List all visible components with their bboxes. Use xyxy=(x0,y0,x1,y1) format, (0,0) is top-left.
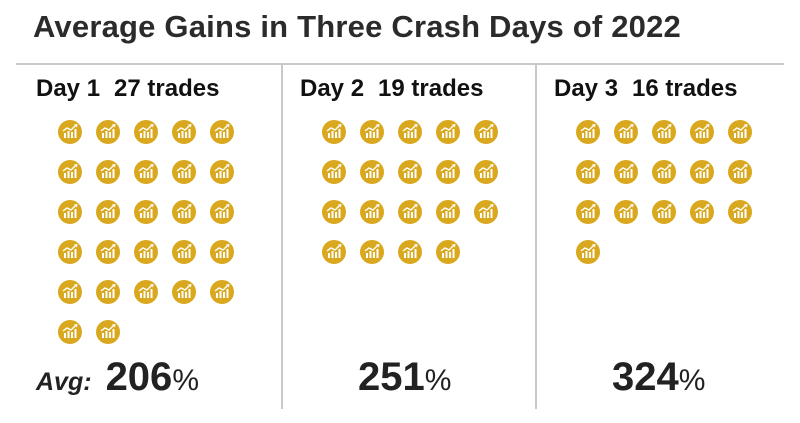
coin-chart-icon xyxy=(96,320,120,344)
avg-value: 206 xyxy=(105,355,173,399)
trades-count-label: 16 trades xyxy=(632,75,738,102)
trades-count-label: 19 trades xyxy=(378,75,484,102)
day-1-panel: Day 1 27 trades Avg: 206% xyxy=(36,63,276,409)
coin-chart-icon xyxy=(728,120,752,144)
coin-chart-icon xyxy=(652,160,676,184)
percent-sign: % xyxy=(424,364,452,397)
coin-chart-icon xyxy=(398,120,422,144)
coin-chart-icon xyxy=(96,280,120,304)
panel-divider-1 xyxy=(281,63,283,409)
coin-chart-icon xyxy=(210,160,234,184)
coin-chart-icon xyxy=(576,240,600,264)
coin-chart-icon xyxy=(322,240,346,264)
coin-chart-icon xyxy=(58,120,82,144)
coin-chart-icon xyxy=(436,120,460,144)
coin-chart-icon xyxy=(436,200,460,224)
coin-chart-icon xyxy=(58,160,82,184)
coin-chart-icon xyxy=(652,120,676,144)
day-label: Day 3 xyxy=(554,75,619,102)
coin-chart-icon xyxy=(728,200,752,224)
coin-chart-icon xyxy=(474,200,498,224)
day-label: Day 1 xyxy=(36,75,101,102)
coin-chart-icon xyxy=(690,200,714,224)
percent-sign: % xyxy=(172,364,199,397)
average-gain: 324% xyxy=(612,355,705,400)
coin-chart-icon xyxy=(96,240,120,264)
coin-chart-icon xyxy=(690,160,714,184)
avg-label: Avg: xyxy=(36,368,92,396)
coin-chart-icon xyxy=(210,200,234,224)
coin-chart-icon xyxy=(322,160,346,184)
coin-chart-icon xyxy=(690,120,714,144)
coin-chart-icon xyxy=(436,240,460,264)
coin-chart-icon xyxy=(474,120,498,144)
coin-chart-icon xyxy=(360,120,384,144)
coin-chart-icon xyxy=(134,120,158,144)
panel-header: Day 3 16 trades xyxy=(554,75,737,103)
coin-chart-icon xyxy=(172,120,196,144)
coin-chart-icon xyxy=(172,240,196,264)
average-gain: 251% xyxy=(358,355,451,400)
avg-value: 324 xyxy=(612,355,679,399)
coin-chart-icon xyxy=(322,120,346,144)
coin-chart-icon xyxy=(58,200,82,224)
coin-chart-icon xyxy=(360,200,384,224)
coin-chart-icon xyxy=(614,160,638,184)
coin-chart-icon xyxy=(614,200,638,224)
coin-chart-icon xyxy=(58,280,82,304)
coin-chart-icon xyxy=(360,240,384,264)
panel-header: Day 2 19 trades xyxy=(300,75,483,103)
coin-chart-icon xyxy=(728,160,752,184)
coin-chart-icon xyxy=(576,160,600,184)
coin-chart-icon xyxy=(398,240,422,264)
coin-chart-icon xyxy=(398,160,422,184)
coin-chart-icon xyxy=(360,160,384,184)
coin-chart-icon xyxy=(652,200,676,224)
trades-count-label: 27 trades xyxy=(114,75,220,102)
day-2-panel: Day 2 19 trades 251% xyxy=(300,63,530,409)
coin-chart-icon xyxy=(96,200,120,224)
coin-chart-icon xyxy=(614,120,638,144)
coin-chart-icon xyxy=(134,160,158,184)
coin-chart-icon xyxy=(134,240,158,264)
coin-chart-icon xyxy=(172,280,196,304)
header-rule xyxy=(16,63,784,65)
coin-chart-icon xyxy=(172,200,196,224)
coin-chart-icon xyxy=(398,200,422,224)
panel-divider-2 xyxy=(535,63,537,409)
day-3-panel: Day 3 16 trades 324% xyxy=(554,63,784,409)
avg-value: 251 xyxy=(358,355,425,399)
coin-chart-icon xyxy=(210,240,234,264)
average-gain: Avg: 206% xyxy=(36,355,199,400)
coin-chart-icon xyxy=(96,120,120,144)
panel-header: Day 1 27 trades xyxy=(36,75,219,103)
coin-chart-icon xyxy=(58,320,82,344)
day-label: Day 2 xyxy=(300,75,365,102)
coin-chart-icon xyxy=(576,200,600,224)
coin-chart-icon xyxy=(134,280,158,304)
percent-sign: % xyxy=(678,364,706,397)
coin-chart-icon xyxy=(210,280,234,304)
coin-chart-icon xyxy=(58,240,82,264)
coin-chart-icon xyxy=(436,160,460,184)
coin-chart-icon xyxy=(172,160,196,184)
coin-chart-icon xyxy=(134,200,158,224)
coin-chart-icon xyxy=(210,120,234,144)
coin-chart-icon xyxy=(474,160,498,184)
coin-chart-icon xyxy=(576,120,600,144)
chart-title: Average Gains in Three Crash Days of 202… xyxy=(33,9,681,44)
coin-chart-icon xyxy=(322,200,346,224)
coin-chart-icon xyxy=(96,160,120,184)
